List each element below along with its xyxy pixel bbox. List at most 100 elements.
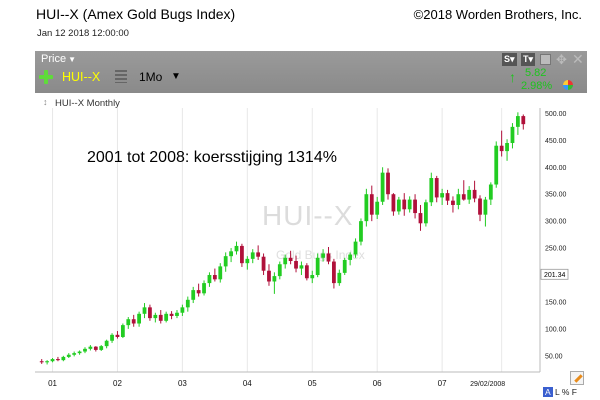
candle[interactable]	[386, 168, 390, 200]
candle[interactable]	[277, 261, 282, 280]
candle[interactable]	[445, 189, 450, 205]
candle[interactable]	[402, 193, 407, 216]
candle[interactable]	[407, 196, 412, 213]
candle[interactable]	[283, 254, 288, 269]
candle[interactable]	[488, 182, 493, 205]
pencil-icon[interactable]	[570, 371, 584, 385]
candle[interactable]	[380, 167, 385, 205]
price-dropdown[interactable]: Price ▼	[41, 53, 76, 65]
period-selector[interactable]: 1Mo	[139, 70, 163, 84]
candle[interactable]	[77, 350, 82, 355]
candle[interactable]	[137, 311, 141, 327]
candle[interactable]	[267, 264, 271, 286]
candle[interactable]	[72, 351, 77, 357]
candle[interactable]	[88, 345, 93, 351]
candle[interactable]	[61, 355, 66, 362]
candle[interactable]	[369, 185, 374, 222]
candle[interactable]	[364, 188, 369, 227]
candle[interactable]	[148, 304, 152, 321]
candle[interactable]	[521, 114, 526, 130]
candle[interactable]	[131, 314, 136, 327]
candle[interactable]	[169, 311, 174, 320]
candle[interactable]	[99, 345, 104, 351]
candle[interactable]	[175, 310, 179, 319]
tool-l[interactable]: L	[555, 387, 560, 397]
candle[interactable]	[440, 188, 445, 205]
move-icon[interactable]: ✥	[556, 52, 567, 67]
candle[interactable]	[359, 218, 363, 246]
candle[interactable]	[348, 252, 353, 266]
candle[interactable]	[505, 139, 509, 161]
candle[interactable]	[494, 141, 499, 188]
candle[interactable]	[180, 304, 185, 316]
candle[interactable]	[191, 286, 196, 304]
candle[interactable]	[510, 123, 515, 149]
candle[interactable]	[110, 333, 114, 343]
candle[interactable]	[66, 353, 71, 358]
candle[interactable]	[164, 311, 169, 323]
candle[interactable]	[418, 204, 423, 231]
candle[interactable]	[261, 253, 266, 276]
candle[interactable]	[104, 339, 109, 349]
candle[interactable]	[120, 323, 125, 339]
candle[interactable]	[396, 196, 401, 215]
candle[interactable]	[234, 241, 239, 255]
pie-icon[interactable]	[563, 80, 573, 90]
candle[interactable]	[353, 238, 358, 258]
tool-f[interactable]: F	[571, 387, 577, 397]
candle[interactable]	[391, 193, 396, 216]
candle[interactable]	[413, 194, 417, 219]
candle[interactable]	[461, 180, 466, 201]
candle[interactable]	[56, 356, 60, 362]
candle[interactable]	[50, 357, 55, 363]
candle[interactable]	[245, 256, 250, 270]
candle[interactable]	[375, 196, 380, 219]
candle[interactable]	[288, 250, 293, 265]
candle[interactable]	[451, 196, 455, 213]
tool-a[interactable]: A	[543, 387, 553, 397]
candle[interactable]	[478, 195, 482, 222]
candle[interactable]	[153, 312, 158, 323]
candle[interactable]	[429, 172, 434, 207]
candle[interactable]	[483, 196, 488, 227]
candle[interactable]	[315, 253, 320, 278]
candle[interactable]	[126, 317, 131, 329]
candle[interactable]	[218, 263, 223, 283]
candle[interactable]	[424, 199, 428, 227]
candle[interactable]	[472, 180, 477, 203]
candle[interactable]	[499, 130, 504, 157]
candle[interactable]	[207, 272, 212, 287]
t-tool-button[interactable]: T▾	[521, 53, 536, 66]
candle[interactable]	[158, 310, 163, 324]
candle[interactable]	[250, 249, 255, 264]
candle[interactable]	[196, 283, 201, 297]
candle[interactable]	[434, 175, 439, 203]
save-icon[interactable]	[540, 54, 551, 65]
period-chevron-icon[interactable]: ▼	[171, 71, 181, 82]
candle[interactable]	[229, 248, 233, 263]
candle[interactable]	[332, 258, 336, 289]
s-tool-button[interactable]: S▾	[502, 53, 517, 66]
symbol-label[interactable]: HUI--X	[62, 70, 101, 84]
candle[interactable]	[115, 331, 120, 339]
candle[interactable]	[45, 360, 50, 365]
candle[interactable]	[304, 263, 309, 281]
candle[interactable]	[294, 255, 298, 273]
close-icon[interactable]: ✕	[572, 51, 584, 67]
candle[interactable]	[299, 261, 304, 276]
candle[interactable]	[272, 272, 277, 294]
candle[interactable]	[223, 252, 228, 272]
tool-pct[interactable]: %	[561, 387, 570, 397]
candle[interactable]	[83, 347, 87, 354]
candle[interactable]	[456, 188, 461, 210]
candle[interactable]	[342, 257, 347, 276]
candle[interactable]	[337, 269, 342, 286]
candle[interactable]	[240, 243, 244, 267]
candle[interactable]	[142, 303, 147, 319]
candle[interactable]	[212, 268, 217, 282]
candle[interactable]	[93, 346, 98, 352]
candle[interactable]	[515, 112, 520, 135]
candle[interactable]	[39, 359, 44, 364]
list-icon[interactable]	[115, 70, 127, 83]
candle[interactable]	[185, 296, 190, 312]
